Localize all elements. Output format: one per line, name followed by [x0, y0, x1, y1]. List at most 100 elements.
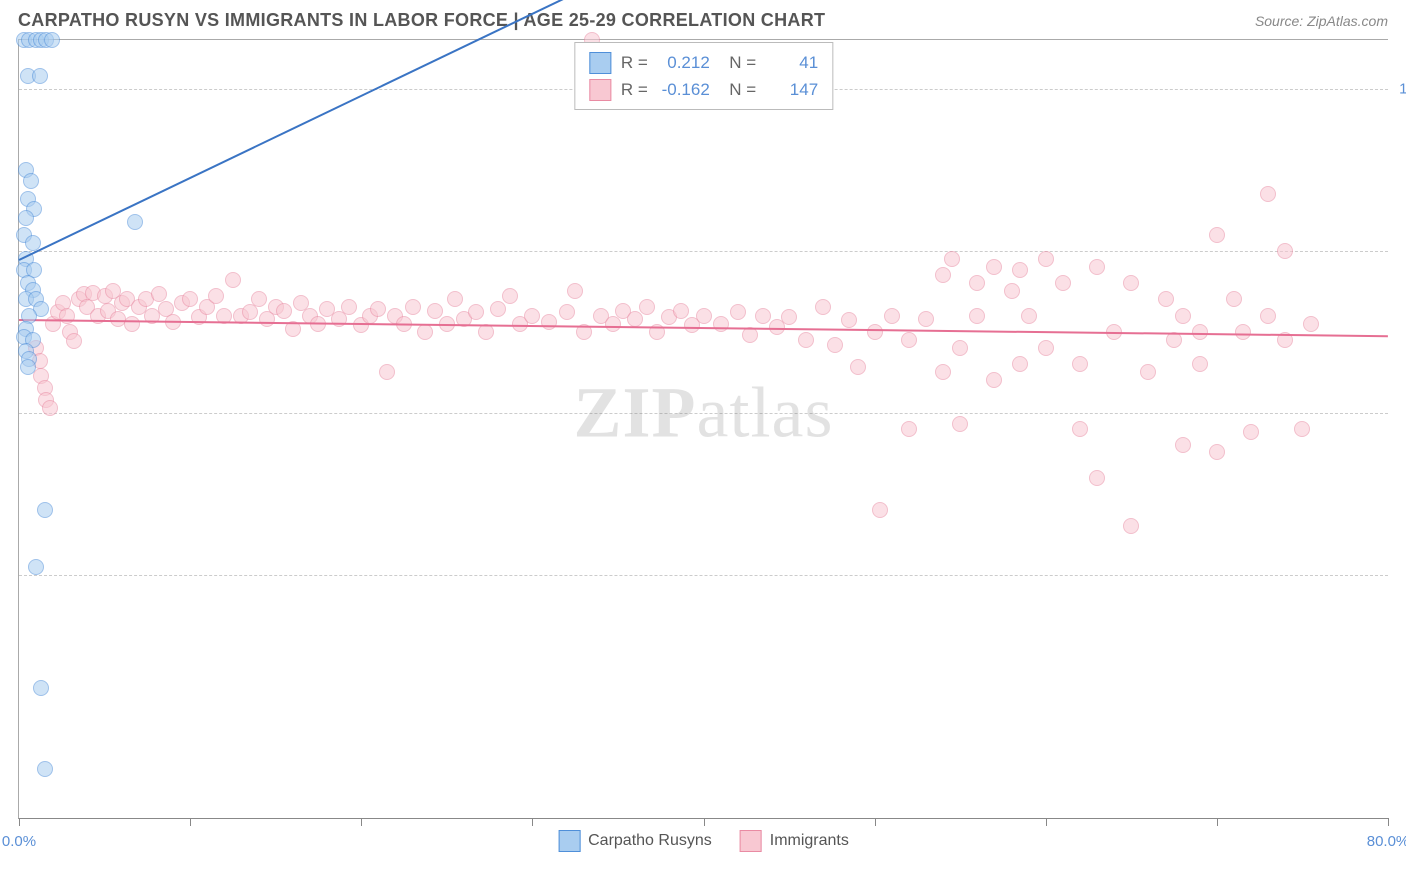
data-point-immigrants	[986, 259, 1002, 275]
data-point-immigrants	[841, 312, 857, 328]
data-point-immigrants	[1192, 324, 1208, 340]
gridline-h	[19, 575, 1388, 576]
data-point-immigrants	[208, 288, 224, 304]
plot: 70.0%80.0%90.0%100.0%0.0%80.0%	[19, 40, 1388, 818]
data-point-immigrants	[815, 299, 831, 315]
data-point-immigrants	[1004, 283, 1020, 299]
n-value-carpatho: 41	[766, 49, 818, 76]
data-point-immigrants	[124, 316, 140, 332]
x-tick	[875, 818, 876, 826]
x-tick	[1217, 818, 1218, 826]
gridline-h	[19, 413, 1388, 414]
data-point-immigrants	[42, 400, 58, 416]
legend-label-immigrants: Immigrants	[770, 832, 849, 850]
data-point-immigrants	[850, 359, 866, 375]
data-point-immigrants	[276, 303, 292, 319]
data-point-immigrants	[1277, 243, 1293, 259]
data-point-immigrants	[225, 272, 241, 288]
data-point-immigrants	[1243, 424, 1259, 440]
chart-area: 70.0%80.0%90.0%100.0%0.0%80.0% In Labor …	[18, 39, 1388, 819]
data-point-immigrants	[1012, 262, 1028, 278]
legend-item-carpatho: Carpatho Rusyns	[558, 830, 712, 852]
data-point-immigrants	[781, 309, 797, 325]
data-point-immigrants	[417, 324, 433, 340]
data-point-carpatho	[18, 210, 34, 226]
x-tick	[361, 818, 362, 826]
n-value-immigrants: 147	[766, 76, 818, 103]
swatch-immigrants	[589, 79, 611, 101]
data-point-immigrants	[755, 308, 771, 324]
data-point-immigrants	[1294, 421, 1310, 437]
data-point-immigrants	[935, 267, 951, 283]
stats-row-immigrants: R =-0.162 N =147	[589, 76, 818, 103]
data-point-immigrants	[872, 502, 888, 518]
x-tick-label: 0.0%	[2, 833, 36, 850]
data-point-immigrants	[1209, 227, 1225, 243]
data-point-immigrants	[969, 308, 985, 324]
data-point-immigrants	[251, 291, 267, 307]
x-tick-label: 80.0%	[1367, 833, 1406, 850]
data-point-immigrants	[1089, 259, 1105, 275]
data-point-immigrants	[379, 364, 395, 380]
data-point-immigrants	[541, 314, 557, 330]
x-tick	[532, 818, 533, 826]
legend-item-immigrants: Immigrants	[740, 830, 849, 852]
data-point-immigrants	[901, 332, 917, 348]
data-point-immigrants	[1055, 275, 1071, 291]
x-tick	[1388, 818, 1389, 826]
r-value-immigrants: -0.162	[658, 76, 710, 103]
x-tick	[190, 818, 191, 826]
data-point-carpatho	[44, 32, 60, 48]
chart-source: Source: ZipAtlas.com	[1255, 13, 1388, 29]
data-point-carpatho	[37, 761, 53, 777]
data-point-immigrants	[468, 304, 484, 320]
data-point-immigrants	[827, 337, 843, 353]
data-point-immigrants	[502, 288, 518, 304]
data-point-immigrants	[559, 304, 575, 320]
x-tick	[1046, 818, 1047, 826]
data-point-immigrants	[798, 332, 814, 348]
data-point-immigrants	[730, 304, 746, 320]
data-point-immigrants	[1303, 316, 1319, 332]
stats-row-carpatho: R =0.212 N =41	[589, 49, 818, 76]
data-point-immigrants	[605, 316, 621, 332]
data-point-immigrants	[1012, 356, 1028, 372]
data-point-immigrants	[1260, 186, 1276, 202]
data-point-immigrants	[696, 308, 712, 324]
data-point-immigrants	[1226, 291, 1242, 307]
legend-swatch-carpatho	[558, 830, 580, 852]
data-point-immigrants	[944, 251, 960, 267]
chart-legend: Carpatho Rusyns Immigrants	[558, 830, 849, 852]
data-point-immigrants	[673, 303, 689, 319]
trend-line-carpatho	[19, 0, 1389, 261]
gridline-h	[19, 251, 1388, 252]
data-point-immigrants	[1209, 444, 1225, 460]
data-point-immigrants	[935, 364, 951, 380]
data-point-immigrants	[524, 308, 540, 324]
x-tick	[19, 818, 20, 826]
data-point-immigrants	[447, 291, 463, 307]
data-point-immigrants	[490, 301, 506, 317]
data-point-immigrants	[952, 340, 968, 356]
data-point-immigrants	[639, 299, 655, 315]
data-point-immigrants	[1089, 470, 1105, 486]
data-point-immigrants	[969, 275, 985, 291]
data-point-immigrants	[427, 303, 443, 319]
data-point-immigrants	[182, 291, 198, 307]
data-point-immigrants	[1038, 340, 1054, 356]
data-point-carpatho	[23, 173, 39, 189]
data-point-immigrants	[1072, 421, 1088, 437]
data-point-carpatho	[37, 502, 53, 518]
data-point-carpatho	[127, 214, 143, 230]
data-point-immigrants	[1140, 364, 1156, 380]
data-point-immigrants	[1235, 324, 1251, 340]
data-point-carpatho	[28, 559, 44, 575]
data-point-immigrants	[918, 311, 934, 327]
legend-label-carpatho: Carpatho Rusyns	[588, 832, 712, 850]
data-point-immigrants	[1021, 308, 1037, 324]
data-point-immigrants	[986, 372, 1002, 388]
data-point-immigrants	[1175, 308, 1191, 324]
data-point-immigrants	[1175, 437, 1191, 453]
data-point-immigrants	[884, 308, 900, 324]
data-point-immigrants	[1123, 275, 1139, 291]
